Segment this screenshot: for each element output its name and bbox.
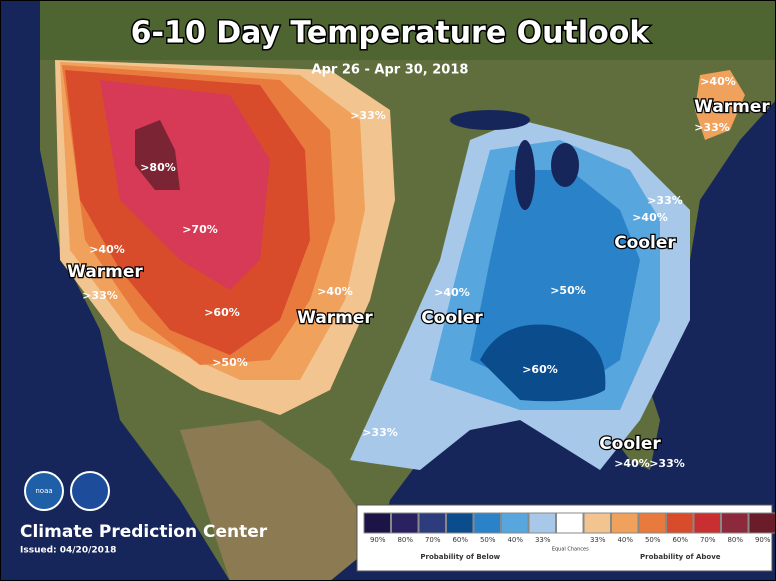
legend-label: 70% bbox=[700, 536, 716, 544]
legend-swatch bbox=[473, 512, 501, 534]
legend-swatch bbox=[391, 512, 419, 534]
probability-label: >40% bbox=[317, 285, 353, 298]
probability-label: >50% bbox=[212, 356, 248, 369]
probability-label: >40% bbox=[700, 75, 736, 88]
mexico bbox=[180, 420, 380, 581]
region-label: Warmer bbox=[694, 97, 770, 117]
legend-label: 50% bbox=[645, 536, 661, 544]
legend-label: 70% bbox=[425, 536, 441, 544]
warm-zone bbox=[695, 70, 745, 140]
legend-swatch bbox=[611, 512, 639, 534]
legend-caption: Probability of Below bbox=[420, 553, 500, 561]
region-label: Cooler bbox=[421, 308, 483, 328]
probability-label: >60% bbox=[204, 306, 240, 319]
lake bbox=[450, 110, 530, 130]
legend-equal-label: Equal Chances bbox=[552, 547, 589, 553]
probability-label: >80% bbox=[140, 161, 176, 174]
legend-swatch bbox=[721, 512, 749, 534]
probability-label: >33% bbox=[649, 457, 685, 470]
legend-swatch bbox=[418, 512, 446, 534]
map-labels: >40% Warmer >33% >33% >80% >70% >40% Warmer >33%… bbox=[66, 75, 772, 470]
probability-label: >33% bbox=[694, 121, 730, 134]
probability-label: >40% bbox=[89, 243, 125, 256]
canada bbox=[40, 0, 776, 60]
probability-label: >40% bbox=[632, 211, 668, 224]
probability-label: >33% bbox=[647, 194, 683, 207]
legend-label: 80% bbox=[397, 536, 413, 544]
probability-label: >33% bbox=[362, 426, 398, 439]
probability-label: >33% bbox=[350, 109, 386, 122]
legend-label: 90% bbox=[370, 536, 386, 544]
probability-label: >40% bbox=[434, 286, 470, 299]
legend-label: 40% bbox=[507, 536, 523, 544]
cool-zone bbox=[480, 324, 606, 402]
legend-swatch bbox=[583, 512, 611, 534]
legend-swatch bbox=[363, 512, 391, 534]
legend-label: 33% bbox=[535, 536, 551, 544]
legend-label: 60% bbox=[672, 536, 688, 544]
issued: Issued: 04/20/2018 bbox=[20, 546, 116, 556]
legend-caption: Probability of Above bbox=[640, 553, 721, 561]
probability-label: >50% bbox=[550, 284, 586, 297]
legend-swatch bbox=[528, 512, 556, 534]
legend-swatch bbox=[556, 512, 584, 534]
legend-swatch bbox=[693, 512, 721, 534]
logo-text: noaa bbox=[35, 487, 52, 495]
legend-swatch bbox=[446, 512, 474, 534]
legend-swatch bbox=[501, 512, 529, 534]
probability-label: >40% bbox=[614, 457, 650, 470]
probability-label: >33% bbox=[82, 289, 118, 302]
legend-swatch bbox=[748, 512, 776, 534]
lake bbox=[551, 143, 579, 187]
region-label: Warmer bbox=[297, 308, 373, 328]
lake bbox=[515, 140, 535, 210]
legend-swatch bbox=[638, 512, 666, 534]
legend-label: 50% bbox=[480, 536, 496, 544]
legend-label: 90% bbox=[755, 536, 771, 544]
legend-label: 40% bbox=[617, 536, 633, 544]
probability-label: >60% bbox=[522, 363, 558, 376]
legend-label: 80% bbox=[727, 536, 743, 544]
region-label: Cooler bbox=[599, 434, 661, 454]
warm-zone bbox=[135, 120, 180, 190]
title: 6-10 Day Temperature Outlook bbox=[131, 16, 651, 51]
noaa-logo bbox=[24, 471, 64, 511]
region-label: Warmer bbox=[67, 262, 143, 282]
legend-swatch bbox=[666, 512, 694, 534]
region-label: Cooler bbox=[614, 233, 676, 253]
legend-label: 33% bbox=[590, 536, 606, 544]
nws-logo bbox=[70, 471, 110, 511]
legend-label: 60% bbox=[452, 536, 468, 544]
agency: Climate Prediction Center bbox=[20, 522, 268, 542]
subtitle: Apr 26 - Apr 30, 2018 bbox=[312, 63, 469, 78]
probability-label: >70% bbox=[182, 223, 218, 236]
